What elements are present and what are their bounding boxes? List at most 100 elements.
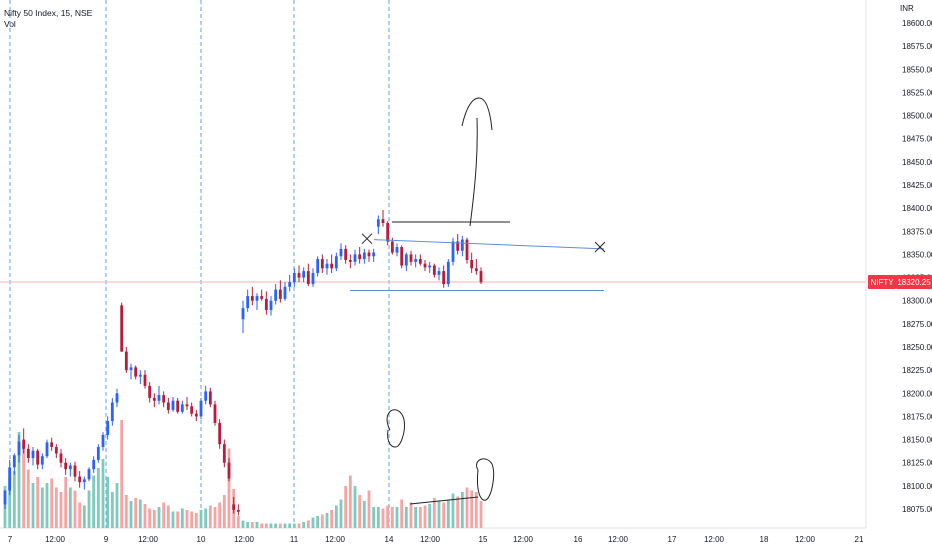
arrow-head[interactable] [461,97,493,131]
candle-body[interactable] [423,263,427,268]
candle-body[interactable] [185,404,189,407]
candle-body[interactable] [479,271,483,283]
candle-body[interactable] [339,248,343,257]
candle-body[interactable] [451,241,455,262]
candle-body[interactable] [180,404,184,412]
candle-body[interactable] [428,265,432,268]
candle-body[interactable] [143,374,147,386]
candle-body[interactable] [474,268,478,272]
candle-body[interactable] [96,446,100,460]
candle-body[interactable] [246,296,250,309]
candle-body[interactable] [59,453,63,463]
candle-body[interactable] [157,395,161,401]
candle-body[interactable] [50,442,54,447]
candle-body[interactable] [297,272,301,278]
candle-body[interactable] [218,422,222,445]
candle-body[interactable] [362,252,366,260]
candle-body[interactable] [17,441,21,456]
candle-body[interactable] [194,413,198,417]
candle-body[interactable] [8,467,12,491]
candle-body[interactable] [400,247,404,266]
arrow-shaft[interactable] [469,117,478,227]
candle-body[interactable] [204,391,208,401]
candle-body[interactable] [456,241,460,251]
candle-body[interactable] [316,259,320,273]
x-mark-left[interactable] [361,233,373,245]
candle-body[interactable] [22,439,26,449]
candle-body[interactable] [12,455,16,468]
candle-body[interactable] [87,469,91,480]
candle-body[interactable] [236,509,240,512]
candle-body[interactable] [334,256,338,269]
candle-body[interactable] [134,367,138,377]
candle-body[interactable] [106,421,110,435]
candle-body[interactable] [325,263,329,269]
candle-body[interactable] [213,404,217,423]
candle-body[interactable] [404,254,408,266]
candle-body[interactable] [166,402,170,410]
candle-body[interactable] [190,406,194,414]
candle-body[interactable] [260,296,264,299]
candle-body[interactable] [344,248,348,260]
candle-body[interactable] [372,252,376,257]
candle-body[interactable] [409,254,413,262]
candle-body[interactable] [255,296,259,301]
candle-body[interactable] [208,391,212,405]
candle-body[interactable] [115,393,119,403]
candle-body[interactable] [320,259,324,269]
candle-body[interactable] [3,490,7,505]
candle-body[interactable] [414,259,418,262]
candle-body[interactable] [176,400,180,412]
candle-body[interactable] [358,254,362,260]
candle-body[interactable] [124,351,128,371]
candle-body[interactable] [45,442,49,457]
candle-body[interactable] [348,259,352,262]
candle-body[interactable] [395,247,399,253]
candle-body[interactable] [54,446,58,454]
symbol-title[interactable]: Nifty 50 Index, 15, NSE [4,8,93,18]
candle-body[interactable] [432,265,436,275]
candle-body[interactable] [353,254,357,262]
candle-body[interactable] [120,305,124,352]
candle-body[interactable] [82,479,86,483]
candle-body[interactable] [227,462,231,479]
candle-body[interactable] [152,397,156,401]
candle-body[interactable] [26,448,30,459]
candle-body[interactable] [92,459,96,470]
candle-body[interactable] [232,504,236,510]
candle-body[interactable] [311,272,315,285]
candle-body[interactable] [269,300,273,310]
candle-body[interactable] [330,263,334,269]
candle-body[interactable] [264,298,268,310]
candle-body[interactable] [418,259,422,264]
candle-body[interactable] [470,259,474,269]
candle-body[interactable] [241,308,245,320]
candle-body[interactable] [381,219,385,223]
upper-trendline[interactable] [373,239,605,250]
candle-body[interactable] [148,385,152,398]
candle-body[interactable] [40,456,44,465]
candle-body[interactable] [110,402,114,422]
candle-body[interactable] [367,252,371,257]
volume-circle-left[interactable] [386,409,405,448]
candle-body[interactable] [437,271,441,275]
volume-circle-right[interactable] [476,458,495,501]
candle-body[interactable] [129,367,133,371]
candle-body[interactable] [390,241,394,253]
candle-body[interactable] [78,476,82,483]
candle-body[interactable] [376,219,380,227]
candle-body[interactable] [171,400,175,410]
candle-body[interactable] [274,289,278,301]
candle-body[interactable] [465,239,469,260]
candle-body[interactable] [460,239,464,251]
candle-body[interactable] [64,462,68,470]
candle-body[interactable] [283,286,287,299]
candle-body[interactable] [222,444,226,463]
candle-body[interactable] [302,271,306,278]
candle-body[interactable] [73,465,77,477]
candle-body[interactable] [442,271,446,285]
x-mark-right[interactable] [594,241,606,253]
candle-body[interactable] [250,296,254,301]
candle-body[interactable] [292,272,296,283]
